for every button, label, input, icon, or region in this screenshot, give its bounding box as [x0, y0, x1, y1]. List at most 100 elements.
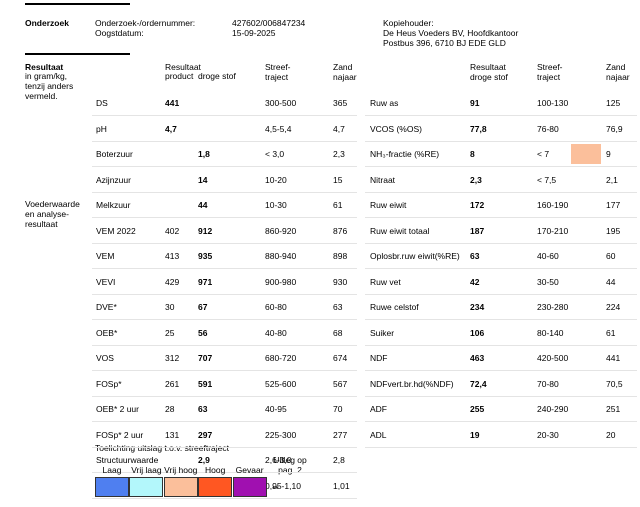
table-row: [92, 320, 357, 346]
copy-label: Kopiehouder:: [383, 18, 434, 28]
zand-value: 2,1: [606, 174, 618, 185]
table-row: [365, 396, 637, 422]
legend-label: Vrij hoog: [164, 465, 198, 475]
dry-value: 255: [470, 404, 485, 414]
table-row: [92, 243, 357, 269]
dry-value: 63: [470, 251, 480, 261]
zand-value: 20: [606, 429, 616, 440]
legend-mark: **: [272, 484, 279, 494]
legend-title: Toelichting uitslag t.o.v. streeftraject: [95, 443, 230, 453]
product-value: 25: [165, 327, 175, 338]
row-name: Oplosbr.ruw eiwit(%RE): [370, 251, 460, 261]
zand-value: 68: [333, 327, 343, 338]
dry-value: 72,4: [470, 378, 487, 389]
table-row: [92, 167, 357, 193]
row-name: VCOS (%OS): [370, 123, 422, 134]
row-name: Structuurwaarde: [96, 455, 159, 465]
legend-swatch: [232, 477, 267, 497]
table-row: [365, 371, 637, 397]
zand-value: 60: [606, 251, 616, 261]
order-value: 427602/006847234: [232, 18, 306, 28]
table-row: [365, 167, 637, 193]
zand-value: 9: [606, 149, 611, 159]
table-row: [92, 116, 357, 142]
zand-value: 277: [333, 429, 348, 440]
zand-value: 15: [333, 174, 343, 185]
table-row: [365, 218, 637, 244]
col-head: Zand najaar: [333, 62, 357, 82]
target-range: 525-600: [265, 378, 297, 389]
zand-value: 674: [333, 353, 348, 363]
target-range: 60-80: [265, 302, 287, 312]
dry-value: 935: [198, 251, 213, 261]
zand-value: 63: [333, 302, 343, 312]
row-name: Ruw as: [370, 98, 399, 108]
col-head: Zand najaar: [606, 62, 630, 82]
dry-value: 172: [470, 200, 485, 210]
zand-value: 2,8: [333, 455, 345, 465]
row-name: Nitraat: [370, 174, 396, 185]
table-row: [92, 141, 357, 167]
date-value: 15-09-2025: [232, 28, 276, 38]
target-range: 0,95-1,10: [265, 480, 301, 491]
dry-value: 707: [198, 353, 213, 363]
target-range: 40-60: [537, 251, 559, 261]
table-row: [92, 371, 357, 397]
table-row: [92, 473, 357, 499]
table-row: [365, 141, 637, 167]
order-label: Onderzoek-/ordernummer:: [95, 18, 196, 28]
col-head: Streef-traject: [537, 62, 563, 82]
product-value: 413: [165, 251, 180, 261]
zand-value: 224: [606, 302, 621, 312]
table-row: [365, 422, 637, 448]
sidebar-title: Resultaat: [25, 62, 64, 72]
row-name: Ruw eiwit: [370, 200, 407, 210]
table-row: [365, 116, 637, 142]
dry-value: 14: [198, 174, 208, 185]
dry-value: 106: [470, 327, 485, 338]
zand-value: 76,9: [606, 123, 623, 134]
dry-value: 44: [198, 200, 208, 210]
dry-value: 297: [198, 429, 213, 440]
product-value: 429: [165, 276, 180, 287]
target-range: 2,6-3,0: [265, 455, 292, 465]
table-row: [365, 90, 637, 116]
row-name: Ruwe celstof: [370, 302, 419, 312]
target-range: 40-95: [265, 404, 287, 414]
table-row: [365, 192, 637, 218]
col-head: Resultaat droge stof: [470, 62, 508, 82]
target-range: 300-500: [265, 98, 297, 108]
target-range: 880-940: [265, 251, 297, 261]
zand-value: 2,3: [333, 149, 345, 159]
dry-value: 2,3: [470, 174, 482, 185]
row-name: Boterzuur: [96, 149, 133, 159]
dry-value: 1,8: [198, 149, 210, 159]
legend-note: Uitleg op pag. 2: [273, 455, 307, 475]
target-range: 10-30: [265, 200, 287, 210]
table-row: [92, 218, 357, 244]
row-name: OEB* 2 uur: [96, 404, 139, 414]
col-head: Streef-traject: [265, 62, 291, 82]
table-row: [92, 422, 357, 448]
dry-value: 591: [198, 378, 213, 389]
target-range: < 7,5: [537, 174, 557, 185]
dry-value: 8: [470, 149, 475, 159]
dry-value: 912: [198, 225, 213, 236]
legend-label: Hoog: [205, 465, 226, 475]
row-name: Ruw vet: [370, 276, 401, 287]
sidebar-note: in gram/kg, tenzij anders vermeld.: [25, 71, 74, 101]
zand-value: 567: [333, 378, 348, 389]
row-name: Melkzuur: [96, 200, 131, 210]
target-range: < 3,0: [265, 149, 285, 159]
row-name: FOSp* 2 uur: [96, 429, 144, 440]
col-head: product: [165, 71, 194, 81]
target-range: < 7: [537, 149, 550, 159]
table-row: [365, 269, 637, 295]
table-row: [92, 294, 357, 320]
legend-swatch: [198, 477, 233, 497]
legend-swatch: [95, 477, 129, 497]
target-range: 80-140: [537, 327, 564, 338]
target-range: 100-130: [537, 98, 569, 108]
zand-value: 61: [333, 200, 343, 210]
rule: [25, 3, 130, 5]
